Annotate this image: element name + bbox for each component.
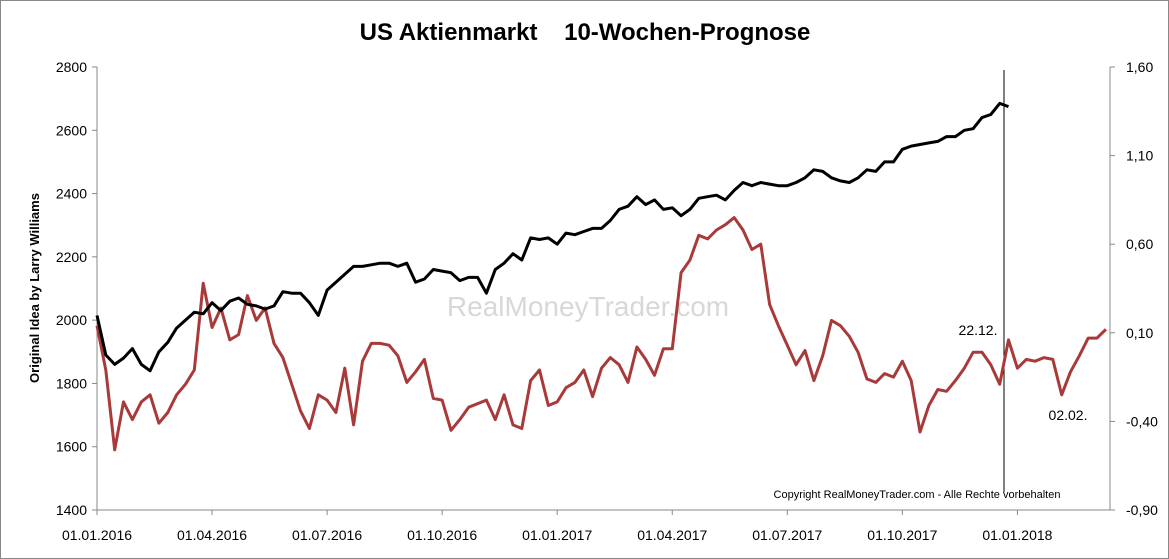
series-line (95, 101, 1010, 373)
x-tick-label: 01.01.2016 (62, 527, 132, 543)
x-tick-label: 01.07.2017 (752, 527, 822, 543)
x-tick-label: 01.04.2017 (637, 527, 707, 543)
annotation: 02.02. (1049, 407, 1088, 423)
x-tick-label: 01.10.2016 (407, 527, 477, 543)
y-tick-label: 2000 (56, 312, 87, 328)
y2-tick-label: 0,10 (1126, 325, 1153, 341)
y-axis-label: Original Idea by Larry Williams (27, 193, 42, 383)
y2-tick-label: 1,60 (1126, 59, 1153, 75)
y2-tick-label: 1,10 (1126, 148, 1153, 164)
y-tick-label: 1800 (56, 375, 87, 391)
y-tick-label: 1600 (56, 439, 87, 455)
x-tick-label: 01.01.2017 (522, 527, 592, 543)
y2-tick-label: -0,40 (1126, 413, 1158, 429)
y-tick-label: 2200 (56, 249, 87, 265)
y-tick-label: 2600 (56, 122, 87, 138)
y2-tick-label: 0,60 (1126, 236, 1153, 252)
annotation: 22.12. (959, 322, 998, 338)
y-tick-label: 2400 (56, 186, 87, 202)
watermark: RealMoneyTrader.com (447, 291, 729, 322)
copyright: Copyright RealMoneyTrader.com - Alle Rec… (774, 489, 1061, 501)
x-tick-label: 01.01.2018 (982, 527, 1052, 543)
y-tick-label: 2800 (56, 59, 87, 75)
y-tick-label: 1400 (56, 502, 87, 518)
y2-tick-label: -0,90 (1126, 502, 1158, 518)
x-tick-label: 01.04.2016 (177, 527, 247, 543)
x-tick-label: 01.07.2016 (292, 527, 362, 543)
x-tick-label: 01.10.2017 (867, 527, 937, 543)
chart-title: US Aktienmarkt 10-Wochen-Prognose (360, 19, 811, 46)
